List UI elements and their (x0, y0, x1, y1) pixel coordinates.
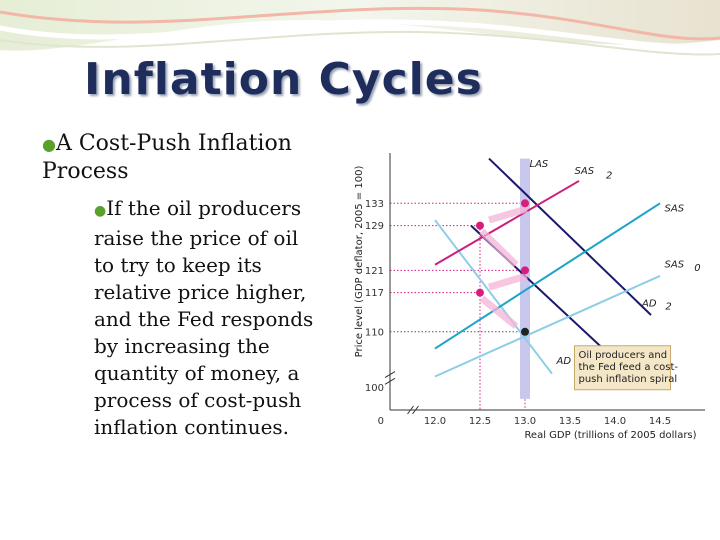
curve-label: SAS (665, 260, 685, 271)
curve-label-subscript: 0 (694, 263, 700, 274)
curve-label: SAS (665, 204, 685, 215)
curve-label: SAS (575, 166, 595, 177)
annotation-box (574, 345, 671, 391)
curve-label: AD (556, 356, 572, 367)
annotation-text: Oil producers and (579, 350, 668, 361)
x-axis-title: Real GDP (trillions of 2005 dollars) (524, 430, 696, 441)
y-tick-label: 133 (365, 199, 384, 210)
annotation-text: the Fed feed a cost- (579, 362, 679, 373)
shift-arrow-2 (479, 228, 519, 268)
curve-label: AD (641, 299, 657, 310)
header-banner (0, 0, 720, 70)
y-axis-break (384, 371, 396, 385)
curve-SAS (434, 202, 661, 350)
y-tick-label: 110 (365, 327, 384, 338)
slide-title: Inflation Cycles (84, 54, 483, 105)
equilibrium-point-4 (521, 199, 529, 208)
y-tick-label: 129 (365, 221, 384, 232)
y-axis-title: Price level (GDP deflator, 2005 = 100) (354, 166, 365, 358)
curve-AD0 (434, 219, 553, 375)
as-ad-chart: 100 110 117 121 129 133 12.0 12.5 13.0 13.5 14.0 14… (354, 153, 705, 441)
bullet-main-text: A Cost-Push Inflation Process (42, 131, 292, 184)
equilibrium-point-3 (476, 221, 484, 230)
y-tick-label: 100 (365, 383, 384, 394)
curve-SAS2 (434, 180, 580, 266)
x-axis-break (407, 405, 419, 415)
equilibrium-point-1 (476, 288, 484, 297)
shift-arrow-3 (488, 205, 528, 224)
x-tick-label: 14.0 (604, 416, 626, 427)
x-tick-label: 12.5 (469, 416, 491, 427)
curve-SAS0 (434, 275, 661, 378)
curve-label-subscript: 2 (665, 301, 671, 312)
x-tick-label: 12.0 (424, 416, 446, 427)
y-tick-label: 121 (365, 266, 384, 277)
curve-label: LAS (530, 159, 549, 170)
curve-AD2 (488, 157, 652, 316)
annotation-text: push inflation spiral (579, 374, 678, 385)
bullet-sub-text: If the oil producers raise the price of … (94, 196, 314, 439)
shift-arrow-1 (488, 272, 528, 291)
equilibrium-point-0 (521, 327, 529, 336)
curve-label-subscript: 2 (606, 171, 612, 182)
x-tick-label: 13.0 (514, 416, 536, 427)
bullet-list: ●A Cost-Push Inflation Process ●If the o… (42, 130, 332, 441)
x-origin-label: 0 (378, 416, 384, 427)
bullet-sub: ●If the oil producers raise the price of… (94, 195, 320, 441)
y-tick-label: 117 (365, 288, 384, 299)
bullet-dot-icon: ● (42, 135, 56, 154)
bullet-dot-icon: ● (94, 203, 107, 219)
shift-arrow-0 (479, 295, 519, 329)
x-tick-label: 14.5 (649, 416, 671, 427)
x-tick-label: 13.5 (559, 416, 581, 427)
equilibrium-point-2 (521, 266, 529, 275)
bullet-main: ●A Cost-Push Inflation Process (42, 130, 332, 185)
